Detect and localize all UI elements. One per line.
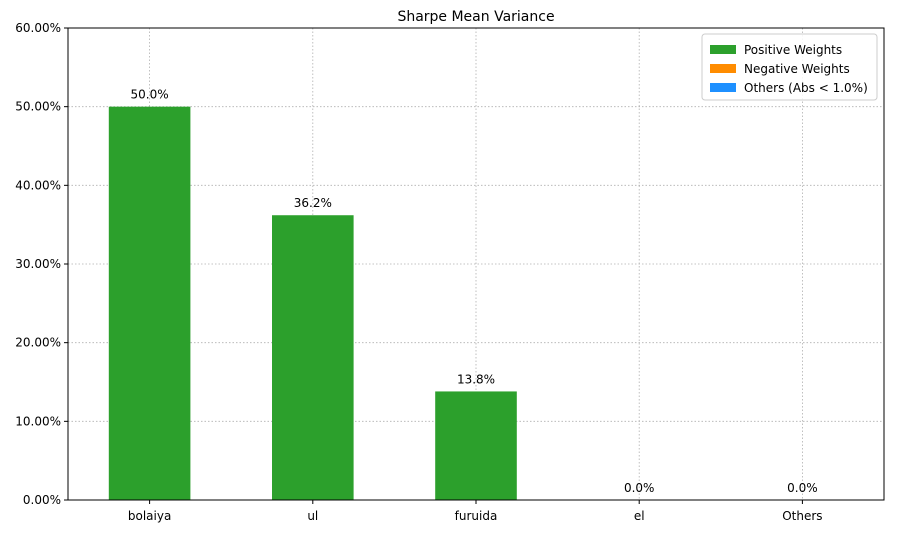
- y-tick-label: 0.00%: [23, 493, 61, 507]
- bar-labels: 50.0% 36.2% 13.8% 0.0% 0.0%: [131, 88, 818, 495]
- bar-value-label: 36.2%: [294, 196, 332, 210]
- legend-box: [701, 33, 878, 101]
- legend: Positive Weights Negative Weights Others (…: [701, 33, 878, 101]
- bar-value-label: 13.8%: [457, 372, 495, 386]
- y-tick-label: 20.00%: [15, 336, 61, 350]
- bar-value-label: 0.0%: [624, 481, 655, 495]
- x-tick-label: el: [634, 509, 645, 523]
- x-tick-label: ul: [307, 509, 318, 523]
- bar-value-label: 50.0%: [131, 88, 169, 102]
- y-tick-label: 30.00%: [15, 257, 61, 271]
- chart-title: Sharpe Mean Variance: [397, 9, 554, 25]
- x-tick-label: bolaiya: [128, 509, 171, 523]
- y-tick-label: 40.00%: [15, 178, 61, 192]
- x-tick-label: Others: [782, 509, 822, 523]
- legend-swatch: [710, 45, 736, 54]
- x-tick-label: furuida: [455, 509, 498, 523]
- legend-swatch: [710, 83, 736, 92]
- bars: [108, 106, 517, 501]
- legend-swatch: [710, 64, 736, 73]
- bar-ul: [272, 215, 354, 500]
- bar-bolaiya: [108, 106, 191, 501]
- legend-label: Positive Weights: [744, 43, 842, 57]
- plot-frame: [67, 27, 885, 501]
- y-tick-label: 50.00%: [15, 100, 61, 114]
- y-axis: 0.00% 10.00% 20.00% 30.00% 40.00% 50.00% 60.00…: [15, 21, 68, 507]
- bar-value-label: 0.0%: [787, 481, 818, 495]
- y-tick-label: 60.00%: [15, 21, 61, 35]
- y-tick-label: 10.00%: [15, 414, 61, 428]
- x-axis: bolaiya ul furuida el Others: [128, 500, 823, 523]
- legend-label: Others (Abs < 1.0%): [744, 81, 868, 95]
- legend-label: Negative Weights: [744, 62, 850, 76]
- bar-furuida: [435, 391, 517, 500]
